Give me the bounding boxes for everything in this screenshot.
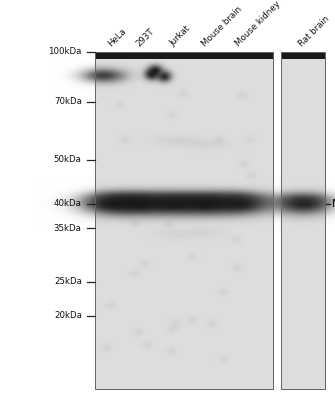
Text: HeLa: HeLa bbox=[106, 26, 128, 48]
Text: 40kDa: 40kDa bbox=[54, 200, 82, 208]
Text: Jurkat: Jurkat bbox=[168, 24, 192, 48]
Text: 100kDa: 100kDa bbox=[48, 48, 82, 56]
Text: 35kDa: 35kDa bbox=[54, 224, 82, 232]
Text: MLST8: MLST8 bbox=[332, 199, 335, 209]
Text: Rat brain: Rat brain bbox=[297, 14, 332, 48]
Text: 25kDa: 25kDa bbox=[54, 278, 82, 286]
Text: 293T: 293T bbox=[134, 26, 156, 48]
Text: 20kDa: 20kDa bbox=[54, 312, 82, 320]
Text: Mouse kidney: Mouse kidney bbox=[233, 0, 282, 48]
Text: 70kDa: 70kDa bbox=[54, 98, 82, 106]
Text: 50kDa: 50kDa bbox=[54, 156, 82, 164]
Text: Mouse brain: Mouse brain bbox=[200, 4, 244, 48]
